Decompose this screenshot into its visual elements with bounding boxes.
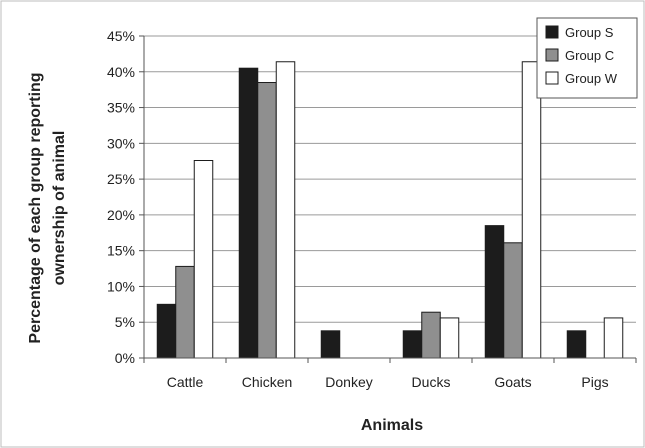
bar-group-s-pigs [567,331,586,358]
legend-label: Group S [565,25,614,40]
bar-group-w-cattle [194,161,213,358]
legend: Group S Group C Group W [537,18,637,98]
bar-group-c-goats [504,243,523,358]
y-tick-label: 35% [107,100,135,116]
bar-group-s-goats [485,226,504,358]
y-tick-label: 40% [107,64,135,80]
bar-group-s-cattle [157,304,176,358]
y-axis-title-line-1: Percentage of each group reporting [27,72,44,343]
y-tick-label: 5% [115,314,135,330]
x-tick-label: Pigs [581,374,608,390]
bar-group-s-donkey [321,331,340,358]
x-tick-label: Goats [494,374,531,390]
bar-group-s-chicken [239,68,258,358]
bar-group-c-ducks [422,312,441,358]
x-tick-label: Donkey [325,374,372,390]
x-tick-label: Ducks [412,374,451,390]
x-tick-label: Chicken [242,374,293,390]
y-tick-label: 0% [115,350,135,366]
y-tick-label: 45% [107,28,135,44]
y-tick-label: 25% [107,171,135,187]
bar-group-w-chicken [276,62,295,358]
y-tick-label: 15% [107,243,135,259]
bar-group-c-cattle [176,266,195,358]
x-axis-title: Animals [361,417,423,434]
legend-label: Group W [565,71,618,86]
legend-swatch [546,49,558,61]
bar-group-w-pigs [604,318,623,358]
bar-group-w-ducks [440,318,459,358]
y-tick-label: 10% [107,278,135,294]
x-tick-label: Cattle [167,374,204,390]
bar-group-s-ducks [403,331,422,358]
bar-group-c-chicken [258,83,277,358]
legend-swatch [546,26,558,38]
bar-group-w-goats [522,62,541,358]
legend-swatch [546,72,558,84]
y-axis-title-line-2: ownership of animal [51,131,68,286]
y-tick-label: 30% [107,135,135,151]
y-tick-label: 20% [107,207,135,223]
legend-label: Group C [565,48,614,63]
